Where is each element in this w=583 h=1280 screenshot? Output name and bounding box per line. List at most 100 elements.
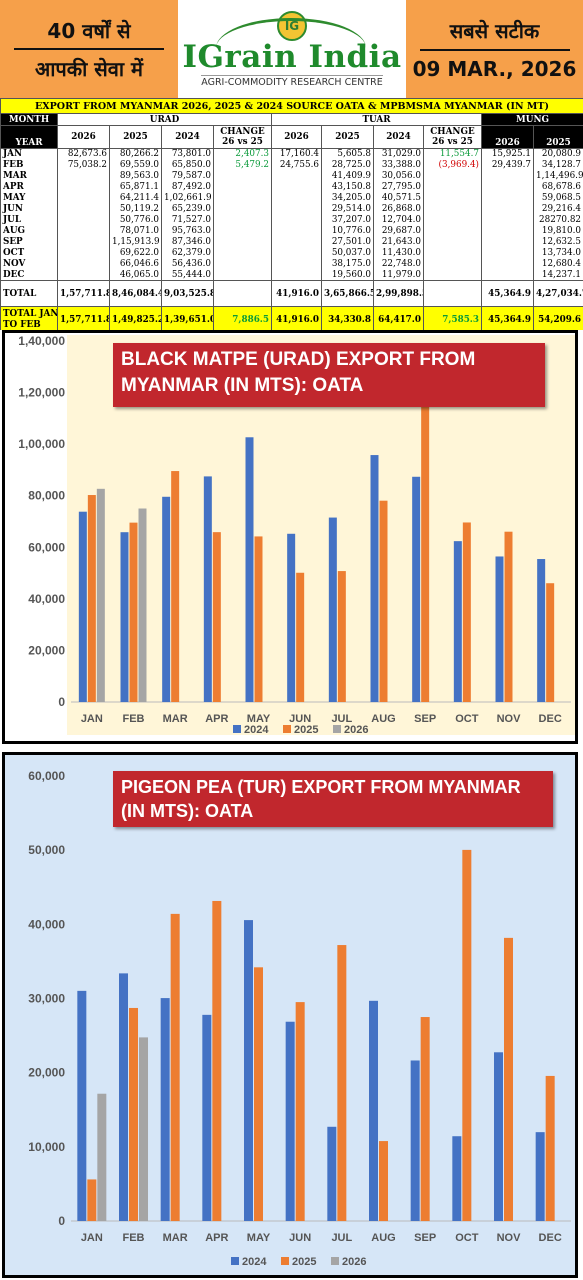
table-row: MAY 64,211.4 1,02,661.9 34,205.0 40,571.5 59,…: [0, 192, 583, 204]
table-row: NOV 66,046.6 56,436.0 38,175.0 22,748.0 12,68…: [0, 258, 583, 270]
col-urad-change: CHANGE 26 vs 25: [213, 125, 272, 149]
cell: 45,364.9: [481, 306, 534, 330]
bar-2025-oct: [462, 849, 472, 1221]
cell: [57, 192, 110, 204]
legend-label-2026: 2026: [342, 1256, 366, 1268]
col-mung-2025: 2025: [532, 125, 583, 149]
cell: [271, 258, 322, 270]
bar-2024-jul: [327, 1126, 337, 1221]
bar-2025-apr: [212, 532, 221, 702]
cell: 73,801.0: [161, 148, 214, 160]
cell: 54,209.6: [532, 306, 583, 330]
cell: 3,65,866.5: [321, 280, 374, 307]
tagline-line1: 40 वर्षों से: [47, 18, 131, 43]
jan-feb-label-1: TOTAL JAN: [3, 308, 58, 319]
x-tick-label: APR: [205, 713, 228, 725]
legend-swatch-2025: [283, 725, 291, 733]
cell: 68,678.6: [532, 181, 583, 193]
bar-2024-nov: [495, 556, 504, 702]
cell: 19,810.0: [532, 225, 583, 237]
x-tick-label: NOV: [497, 1232, 522, 1244]
cell: [423, 280, 482, 307]
cell: [213, 269, 272, 281]
table-row: DEC 46,065.0 55,444.0 19,560.0 11,979.0 14,23…: [0, 269, 583, 281]
cell: 14,237.1: [532, 269, 583, 281]
bar-2024-jun: [285, 1021, 295, 1221]
table-row: JAN 82,673.6 80,266.2 73,801.0 2,407.3 17,160…: [0, 148, 583, 160]
y-tick-label: 1,20,000: [18, 386, 65, 400]
legend-label-2025: 2025: [294, 724, 318, 736]
cell: 11,554.7: [423, 148, 482, 160]
cell: 80,266.2: [109, 148, 162, 160]
total-label: TOTAL: [0, 280, 58, 307]
legend-swatch-2024: [231, 1257, 239, 1265]
bar-2024-may: [245, 437, 254, 702]
cell: [423, 170, 482, 182]
x-tick-label: MAY: [247, 713, 271, 725]
cell: 13,734.0: [532, 247, 583, 259]
cell: [271, 247, 322, 259]
cell: 29,514.0: [321, 203, 374, 215]
cell: 26,868.0: [373, 203, 424, 215]
col-tuar-change: CHANGE 26 vs 25: [423, 125, 482, 149]
cell: [481, 247, 534, 259]
cell: 30,056.0: [373, 170, 424, 182]
legend-label-2025: 2025: [292, 1256, 316, 1268]
brand-subtitle: AGRI-COMMODITY RESEARCH CENTRE: [201, 74, 383, 88]
cell: [271, 225, 322, 237]
cell: 1,57,711.8: [57, 280, 110, 307]
y-tick-label: 1,00,000: [18, 437, 65, 451]
bar-2025-dec: [545, 1075, 555, 1221]
brand-name: IGrain India: [182, 38, 402, 75]
month-cell: JAN: [0, 148, 58, 160]
col-tuar-2025: 2025: [321, 125, 374, 149]
bar-2024-aug: [369, 1000, 378, 1221]
cell: 5,605.8: [321, 148, 374, 160]
cell: 1,14,496.9: [532, 170, 583, 182]
bar-2025-may: [254, 967, 263, 1221]
bar-2024-dec: [535, 1132, 545, 1221]
cell: 40,571.5: [373, 192, 424, 204]
bar-2025-nov: [504, 937, 513, 1221]
bar-2024-jul: [328, 517, 337, 702]
y-tick-label: 50,000: [28, 843, 65, 857]
cell: 2,99,898.5: [373, 280, 424, 307]
cell: 45,364.9: [481, 280, 534, 307]
logo-arc-icon: [216, 18, 366, 78]
cell: (3,969.4): [423, 159, 482, 171]
x-tick-label: MAR: [163, 1232, 188, 1244]
bar-2024-jan: [77, 990, 87, 1221]
cell: 65,850.0: [161, 159, 214, 171]
tur-chart-title: PIGEON PEA (TUR) EXPORT FROM MYANMAR (IN…: [113, 771, 553, 827]
table-row: MAR 89,563.0 79,587.0 41,409.9 30,056.0 1,14,…: [0, 170, 583, 182]
x-tick-label: JUL: [331, 1232, 352, 1244]
cell: [423, 258, 482, 270]
cell: 20,080.9: [532, 148, 583, 160]
cell: [213, 181, 272, 193]
date-box: सबसे सटीक 09 MAR., 2026: [406, 0, 583, 98]
cell: [423, 236, 482, 248]
legend-swatch-2026: [333, 725, 341, 733]
bar-2026-jan: [96, 488, 105, 702]
cell: 50,776.0: [109, 214, 162, 226]
cell: 78,071.0: [109, 225, 162, 237]
month-cell: APR: [0, 181, 58, 193]
cell: 66,046.6: [109, 258, 162, 270]
x-tick-label: FEB: [123, 1232, 145, 1244]
cell: 1,57,711.8: [57, 306, 110, 330]
cell: 5,479.2: [213, 159, 272, 171]
table-row: SEP 1,15,913.9 87,346.0 27,501.0 21,643.0 12,…: [0, 236, 583, 248]
col-urad-2025: 2025: [109, 125, 162, 149]
y-tick-label: 40,000: [28, 917, 65, 931]
cell: 37,207.0: [321, 214, 374, 226]
cell: [271, 181, 322, 193]
cell: [423, 247, 482, 259]
x-tick-label: DEC: [539, 1232, 562, 1244]
cell: 29,687.0: [373, 225, 424, 237]
bar-2024-apr: [202, 1014, 212, 1221]
cell: 50,037.0: [321, 247, 374, 259]
bar-2024-sep: [412, 476, 421, 702]
month-cell: AUG: [0, 225, 58, 237]
cell: 22,748.0: [373, 258, 424, 270]
cell: [57, 247, 110, 259]
